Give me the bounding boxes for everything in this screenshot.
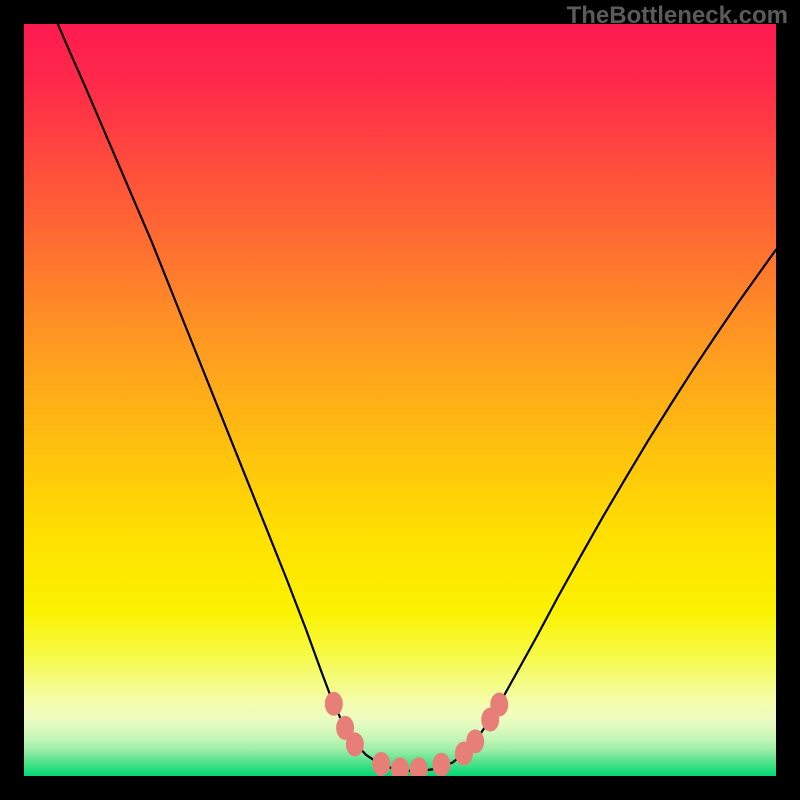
chart-area bbox=[24, 24, 776, 776]
curve-marker bbox=[432, 753, 450, 776]
curve-marker bbox=[346, 732, 364, 756]
curve-marker bbox=[490, 693, 508, 717]
chart-background bbox=[24, 24, 776, 776]
curve-marker bbox=[372, 752, 390, 776]
watermark-text: TheBottleneck.com bbox=[567, 2, 788, 30]
curve-marker bbox=[466, 729, 484, 753]
curve-marker bbox=[325, 692, 343, 716]
chart-svg bbox=[24, 24, 776, 776]
